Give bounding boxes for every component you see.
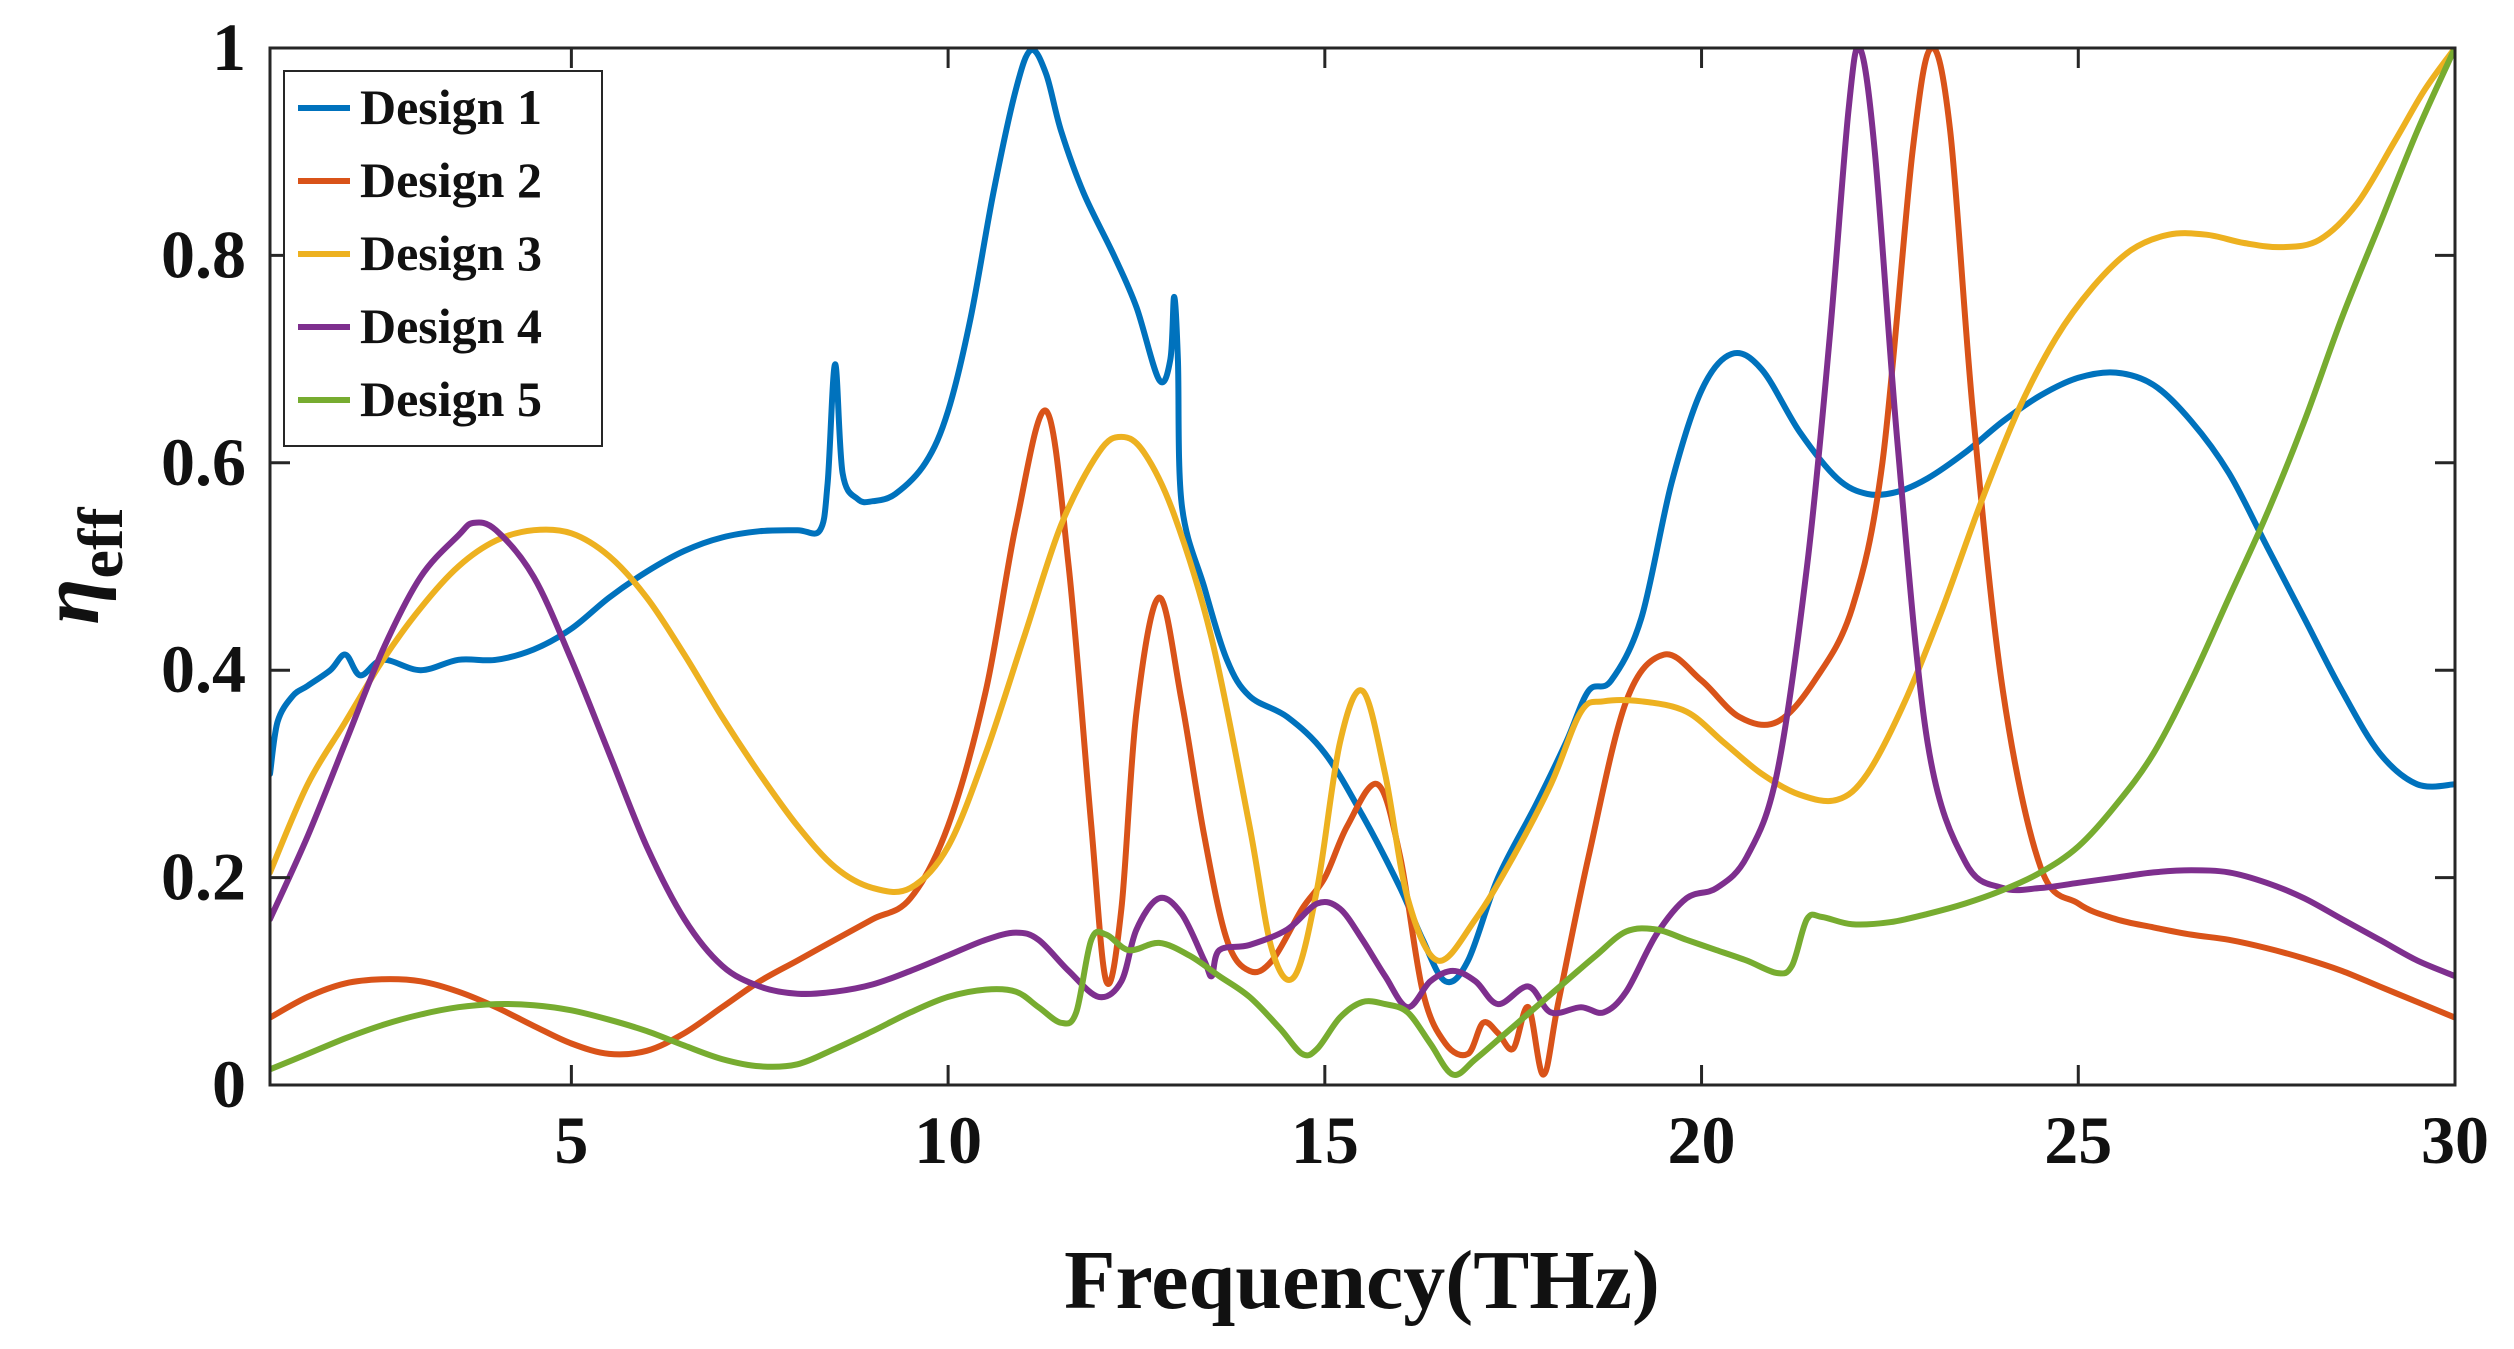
x-tick-label: 30 — [2421, 1102, 2489, 1178]
y-axis-title: ηeff — [24, 507, 136, 625]
series-line-design-1 — [270, 48, 2455, 986]
legend-label: Design 1 — [360, 79, 542, 135]
legend-label: Design 3 — [360, 225, 542, 281]
y-tick-label: 0.4 — [161, 631, 246, 707]
plot-frame — [268, 46, 2457, 1087]
y-tick-label: 0.8 — [161, 216, 246, 292]
y-axis-subscript: eff — [65, 507, 136, 579]
x-tick-label: 20 — [1668, 1102, 1736, 1178]
legend-box — [283, 70, 603, 447]
legend-items: Design 1 Design 2 Design 3 Design 4 Design 5 — [298, 79, 542, 427]
legend-label: Design 5 — [360, 371, 542, 427]
series-line-design-4 — [270, 48, 2455, 1017]
y-tick-label: 0.6 — [161, 424, 246, 500]
legend: Design 1 Design 2 Design 3 Design 4 Design 5 — [283, 70, 603, 447]
series-line-design-5 — [270, 48, 2455, 1078]
y-tick-label: 1 — [212, 9, 246, 85]
series-line-design-3 — [270, 48, 2455, 983]
x-tick-label: 25 — [2044, 1102, 2112, 1178]
legend-label: Design 4 — [360, 298, 542, 354]
legend-label: Design 2 — [360, 152, 542, 208]
x-axis: 5 10 15 20 25 30 — [554, 48, 2489, 1178]
x-tick-label: 15 — [1291, 1102, 1359, 1178]
y-tick-label: 0.2 — [161, 839, 246, 915]
series-line-design-2 — [270, 48, 2455, 1078]
y-tick-label: 0 — [212, 1046, 246, 1122]
x-axis-title: Frequency(THz) — [1064, 1234, 1660, 1327]
series-group — [270, 48, 2455, 1078]
y-axis: 0 0.2 0.4 0.6 0.8 1 — [161, 9, 2455, 1122]
x-tick-label: 5 — [554, 1102, 588, 1178]
y-axis-symbol: η — [24, 578, 117, 624]
x-tick-label: 10 — [914, 1102, 982, 1178]
